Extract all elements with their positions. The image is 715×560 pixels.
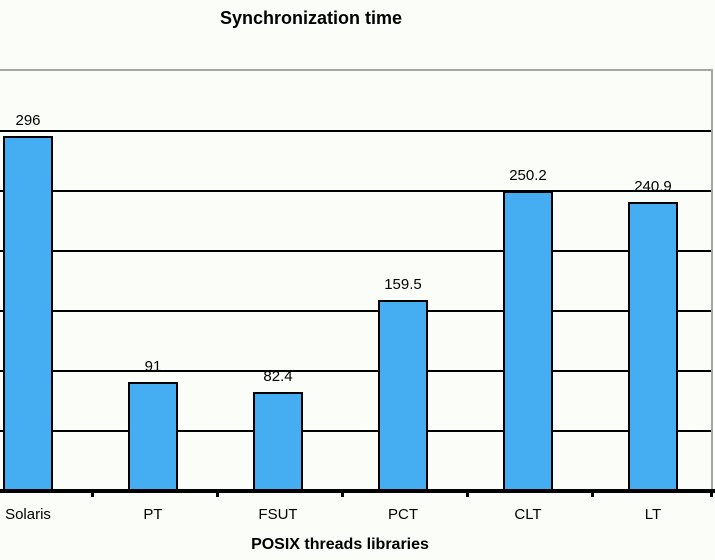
bar-value-label-pt: 91: [144, 358, 162, 375]
x-axis-line: [0, 489, 715, 493]
x-axis-tick: [710, 493, 713, 497]
category-label-lt: LT: [644, 506, 662, 523]
bar-value-label-solaris: 296: [15, 112, 41, 129]
x-axis-title: POSIX threads libraries: [251, 536, 429, 553]
category-label-clt: CLT: [514, 506, 542, 523]
gridline-150: [0, 310, 711, 312]
gridline-250: [0, 190, 711, 192]
gridline-200: [0, 250, 711, 252]
bar-pt: [128, 382, 178, 491]
gridline-50: [0, 430, 711, 432]
bar-value-label-pct: 159.5: [384, 276, 422, 293]
x-axis-tick: [341, 493, 344, 497]
bar-clt: [503, 191, 553, 491]
bar-value-label-clt: 250.2: [509, 167, 547, 184]
chart-title: Synchronization time: [219, 8, 403, 28]
plot-area: 296 91 82.4 159.5 250.2 240.9: [0, 69, 713, 491]
bar-value-label-lt: 240.9: [634, 178, 672, 195]
category-label-pct: PCT: [388, 506, 418, 523]
bar-value-label-fsut: 82.4: [263, 368, 293, 385]
x-axis-tick: [91, 493, 94, 497]
bar-pct: [378, 300, 428, 491]
bar-fsut: [253, 392, 303, 491]
category-label-solaris: Solaris: [5, 506, 51, 523]
category-label-fsut: FSUT: [258, 506, 298, 523]
x-axis-tick: [591, 493, 594, 497]
gridline-100: [0, 370, 711, 372]
bar-lt: [628, 202, 678, 491]
x-axis-tick: [216, 493, 219, 497]
x-axis-tick: [466, 493, 469, 497]
category-label-pt: PT: [143, 506, 163, 523]
bar-solaris: [3, 136, 53, 491]
gridline-300: [0, 130, 711, 132]
